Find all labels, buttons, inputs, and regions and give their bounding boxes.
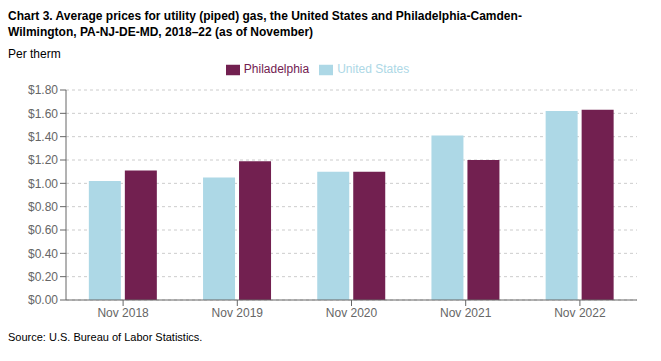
svg-text:$1.40: $1.40 xyxy=(28,130,58,144)
html-text:Wilmington, PA-NJ-DE-MD, 2018–: Wilmington, PA-NJ-DE-MD, 2018–22 (as of … xyxy=(8,25,314,39)
svg-text:$1.80: $1.80 xyxy=(28,83,58,97)
html-text:Source: U.S. Bureau of Labor S: Source: U.S. Bureau of Labor Statistics. xyxy=(8,331,203,343)
html-text:Per therm: Per therm xyxy=(8,47,61,61)
svg-text:$0.20: $0.20 xyxy=(28,270,58,284)
svg-text:Nov 2020: Nov 2020 xyxy=(326,306,378,320)
svg-text:Nov 2019: Nov 2019 xyxy=(212,306,264,320)
svg-text:Nov 2022: Nov 2022 xyxy=(554,306,606,320)
svg-text:$0.80: $0.80 xyxy=(28,200,58,214)
html-text:Philadelphia: Philadelphia xyxy=(243,62,310,76)
svg-text:$1.00: $1.00 xyxy=(28,177,58,191)
svg-text:$1.20: $1.20 xyxy=(28,153,58,167)
svg-text:Nov 2021: Nov 2021 xyxy=(440,306,492,320)
svg-text:$0.60: $0.60 xyxy=(28,223,58,237)
html-text:United States: United States xyxy=(337,62,410,76)
html-text:Chart 3. Average prices for ut: Chart 3. Average prices for utility (pip… xyxy=(8,9,522,23)
svg-text:$0.40: $0.40 xyxy=(28,247,58,261)
svg-text:$0.00: $0.00 xyxy=(28,293,58,307)
svg-text:Nov 2018: Nov 2018 xyxy=(97,306,149,320)
svg-text:$1.60: $1.60 xyxy=(28,107,58,121)
